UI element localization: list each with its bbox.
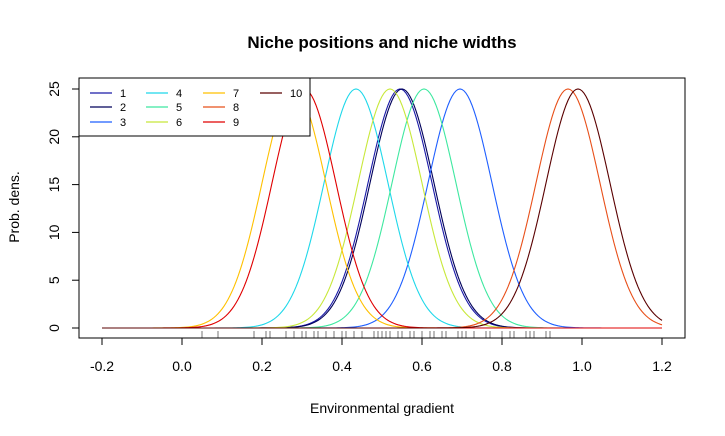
x-tick-label: 0.2 bbox=[252, 358, 272, 374]
legend-label-3: 3 bbox=[120, 117, 126, 129]
legend-label-8: 8 bbox=[233, 102, 239, 114]
y-tick-label: 20 bbox=[46, 129, 62, 145]
y-tick-label: 5 bbox=[46, 276, 62, 284]
rug-marks bbox=[201, 331, 551, 338]
density-curves bbox=[102, 88, 663, 329]
x-tick-label: 0.0 bbox=[172, 358, 192, 374]
x-tick-label: 0.8 bbox=[492, 358, 512, 374]
legend-label-10: 10 bbox=[290, 88, 302, 100]
legend-box bbox=[78, 77, 311, 137]
y-tick-label: 15 bbox=[46, 177, 62, 193]
legend-label-4: 4 bbox=[176, 88, 182, 100]
x-axis-label: Environmental gradient bbox=[310, 400, 454, 416]
legend-label-7: 7 bbox=[233, 88, 239, 100]
y-tick-label: 25 bbox=[46, 81, 62, 97]
chart-title: Niche positions and niche widths bbox=[247, 33, 516, 52]
legend-label-5: 5 bbox=[176, 102, 182, 114]
x-tick-label: -0.2 bbox=[90, 358, 114, 374]
x-tick-label: 1.0 bbox=[572, 358, 592, 374]
legend: 1 2 3 4 5 6 7 8 9 10 bbox=[78, 77, 311, 137]
y-tick-label: 0 bbox=[46, 324, 62, 332]
legend-label-6: 6 bbox=[176, 117, 182, 129]
x-tick-label: 1.2 bbox=[652, 358, 672, 374]
legend-label-1: 1 bbox=[120, 88, 126, 100]
x-tick-label: 0.4 bbox=[332, 358, 352, 374]
legend-label-2: 2 bbox=[120, 102, 126, 114]
y-tick-label: 10 bbox=[46, 224, 62, 240]
legend-label-9: 9 bbox=[233, 117, 239, 129]
series-line-10 bbox=[102, 88, 663, 329]
series-line-9 bbox=[102, 88, 662, 329]
y-axis-label: Prob. dens. bbox=[6, 171, 22, 243]
plot-frame bbox=[78, 77, 686, 339]
x-tick-label: 0.6 bbox=[412, 358, 432, 374]
